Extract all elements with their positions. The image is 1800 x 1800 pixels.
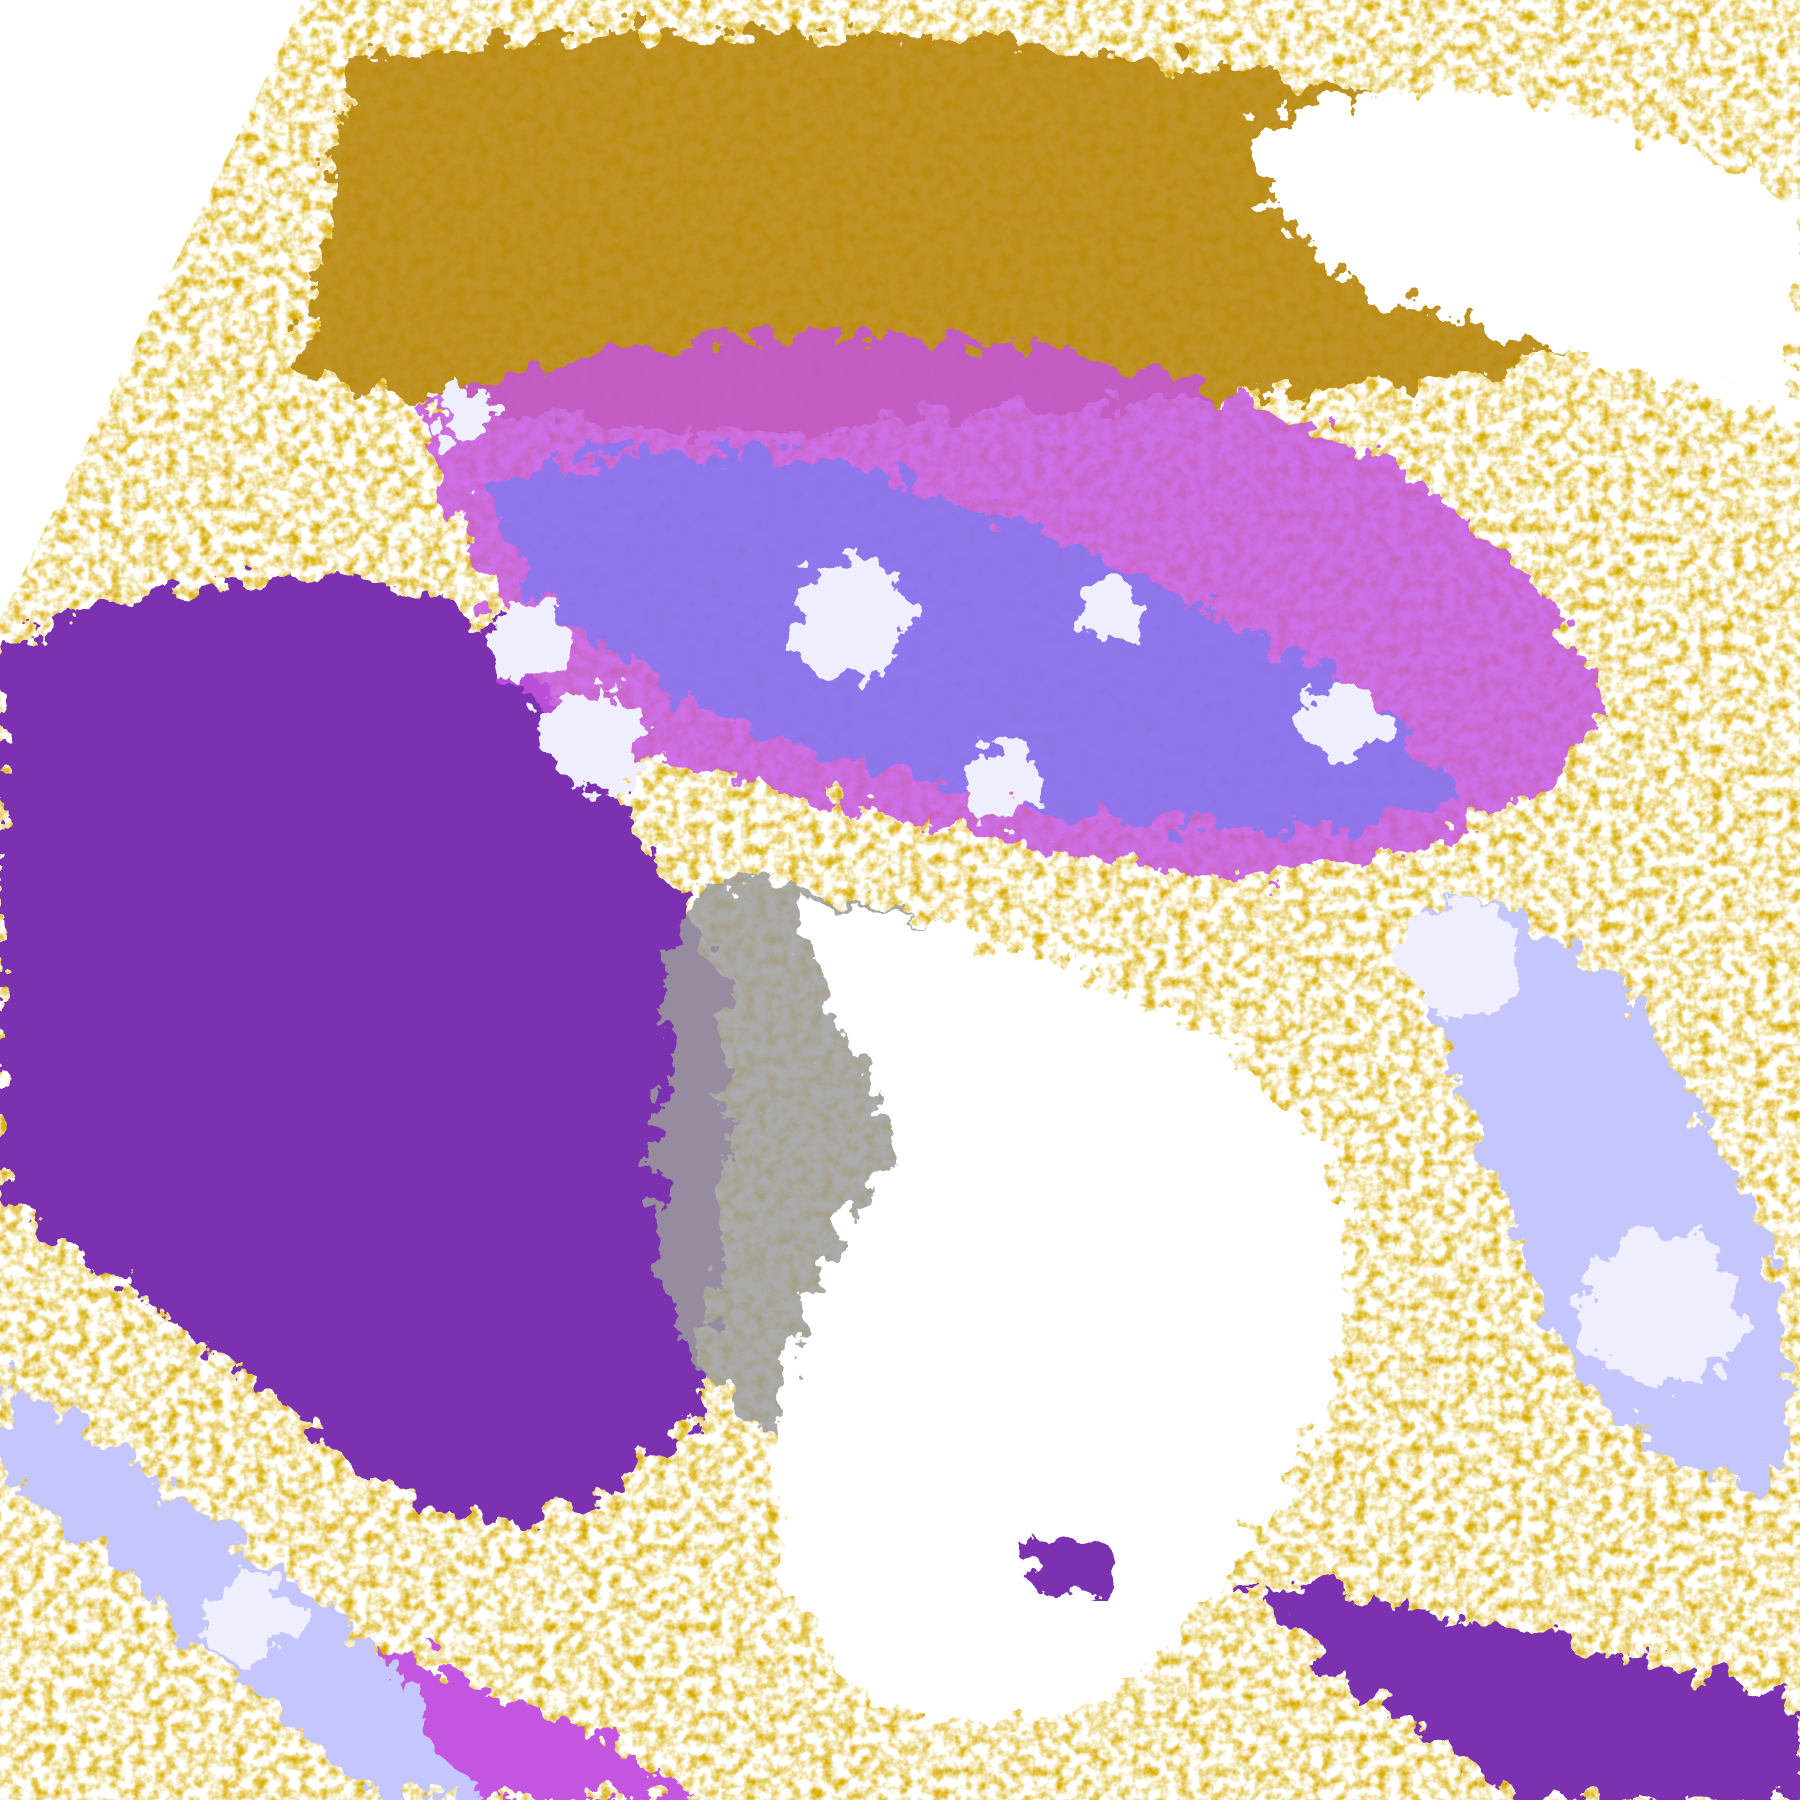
- clear-sky-south-central: [776, 900, 1345, 1724]
- convective-core: [1400, 900, 1520, 1020]
- convective-core: [1080, 580, 1140, 640]
- convective-cores: [205, 380, 1740, 1665]
- convective-core: [205, 1575, 295, 1665]
- clear-sky-north: [1248, 95, 1800, 420]
- convective-core: [960, 740, 1040, 820]
- cloud-layer-purple-west: [0, 579, 729, 1523]
- convective-core: [490, 600, 570, 680]
- no-data-region: [0, 0, 304, 620]
- cloud-layer-purple-small: [1020, 1538, 1112, 1595]
- cloud-layer-magenta-southwest: [380, 1640, 700, 1800]
- convective-core: [790, 560, 910, 680]
- cloud-layer-blue-violet-band: [480, 451, 1460, 830]
- convective-core: [1580, 1230, 1740, 1390]
- cloud-layer-purple-southeast: [1250, 1580, 1800, 1800]
- convective-core: [430, 380, 490, 440]
- convective-core: [1300, 680, 1380, 760]
- convective-core: [535, 685, 645, 795]
